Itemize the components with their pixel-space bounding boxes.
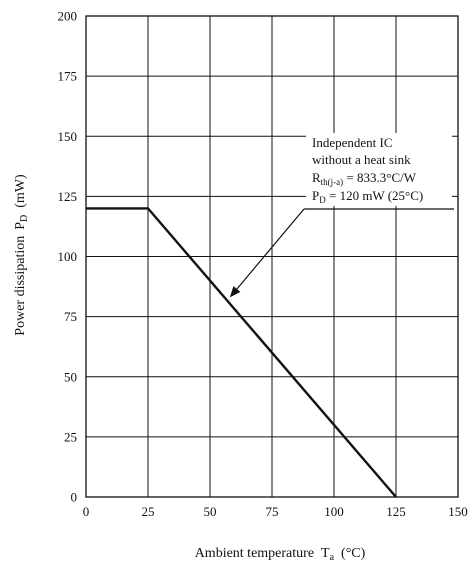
y-tick-label: 75: [64, 309, 77, 324]
annotation-line-1: Independent IC: [312, 135, 393, 150]
y-tick-label: 175: [58, 69, 78, 84]
derating-line: [86, 207, 397, 498]
y-axis-symbol: P: [13, 222, 28, 230]
annotation-line-3-subscript: th(j-a): [321, 177, 344, 187]
annotation-line-4-rest: = 120 mW (25°C): [326, 188, 424, 203]
annotation: Independent IC without a heat sink Rth(j…: [229, 133, 454, 298]
x-tick-label: 50: [204, 504, 217, 519]
y-tick-label: 0: [71, 490, 78, 505]
y-tick-label: 125: [58, 189, 78, 204]
x-axis-unit: (°C): [341, 546, 366, 561]
x-tick-label: 25: [142, 504, 155, 519]
series: [86, 207, 397, 498]
annotation-background: [306, 133, 452, 206]
y-axis-unit: (mW): [13, 174, 28, 208]
tick-labels: 0 25 50 75 100 125 150 0 25 50 75 100 125 150 175 200: [58, 9, 468, 520]
y-axis-label: Power dissipation PD (mW): [13, 174, 30, 336]
y-tick-label: 25: [64, 429, 77, 444]
y-tick-label: 100: [58, 249, 78, 264]
y-tick-label: 200: [58, 9, 78, 24]
y-tick-label: 150: [58, 129, 78, 144]
x-axis-label-text: Ambient temperature: [195, 546, 314, 561]
annotation-line-3: Rth(j-a) = 833.3°C/W: [312, 170, 417, 187]
x-tick-label: 150: [448, 504, 468, 519]
annotation-line-4: PD = 120 mW (25°C): [312, 188, 423, 205]
y-tick-label: 50: [64, 369, 77, 384]
annotation-line-4-subscript: D: [319, 195, 326, 205]
grid: [85, 15, 459, 498]
x-axis-symbol: T: [321, 546, 330, 561]
annotation-arrow-line: [236, 208, 305, 290]
x-axis-subscript: a: [330, 552, 335, 563]
plot-frame: [85, 15, 459, 498]
y-axis-subscript: D: [19, 215, 30, 222]
annotation-arrowhead: [229, 286, 241, 298]
y-axis-label-text: Power dissipation: [13, 236, 28, 336]
x-axis-label: Ambient temperature Ta (°C): [195, 546, 366, 563]
x-tick-label: 100: [324, 504, 344, 519]
x-tick-label: 0: [83, 504, 90, 519]
annotation-line-3-rest: = 833.3°C/W: [343, 170, 417, 185]
annotation-line-4-symbol: P: [312, 188, 319, 203]
x-tick-label: 75: [266, 504, 279, 519]
annotation-line-3-symbol: R: [312, 170, 321, 185]
annotation-line-2: without a heat sink: [312, 152, 411, 167]
x-tick-label: 125: [386, 504, 406, 519]
